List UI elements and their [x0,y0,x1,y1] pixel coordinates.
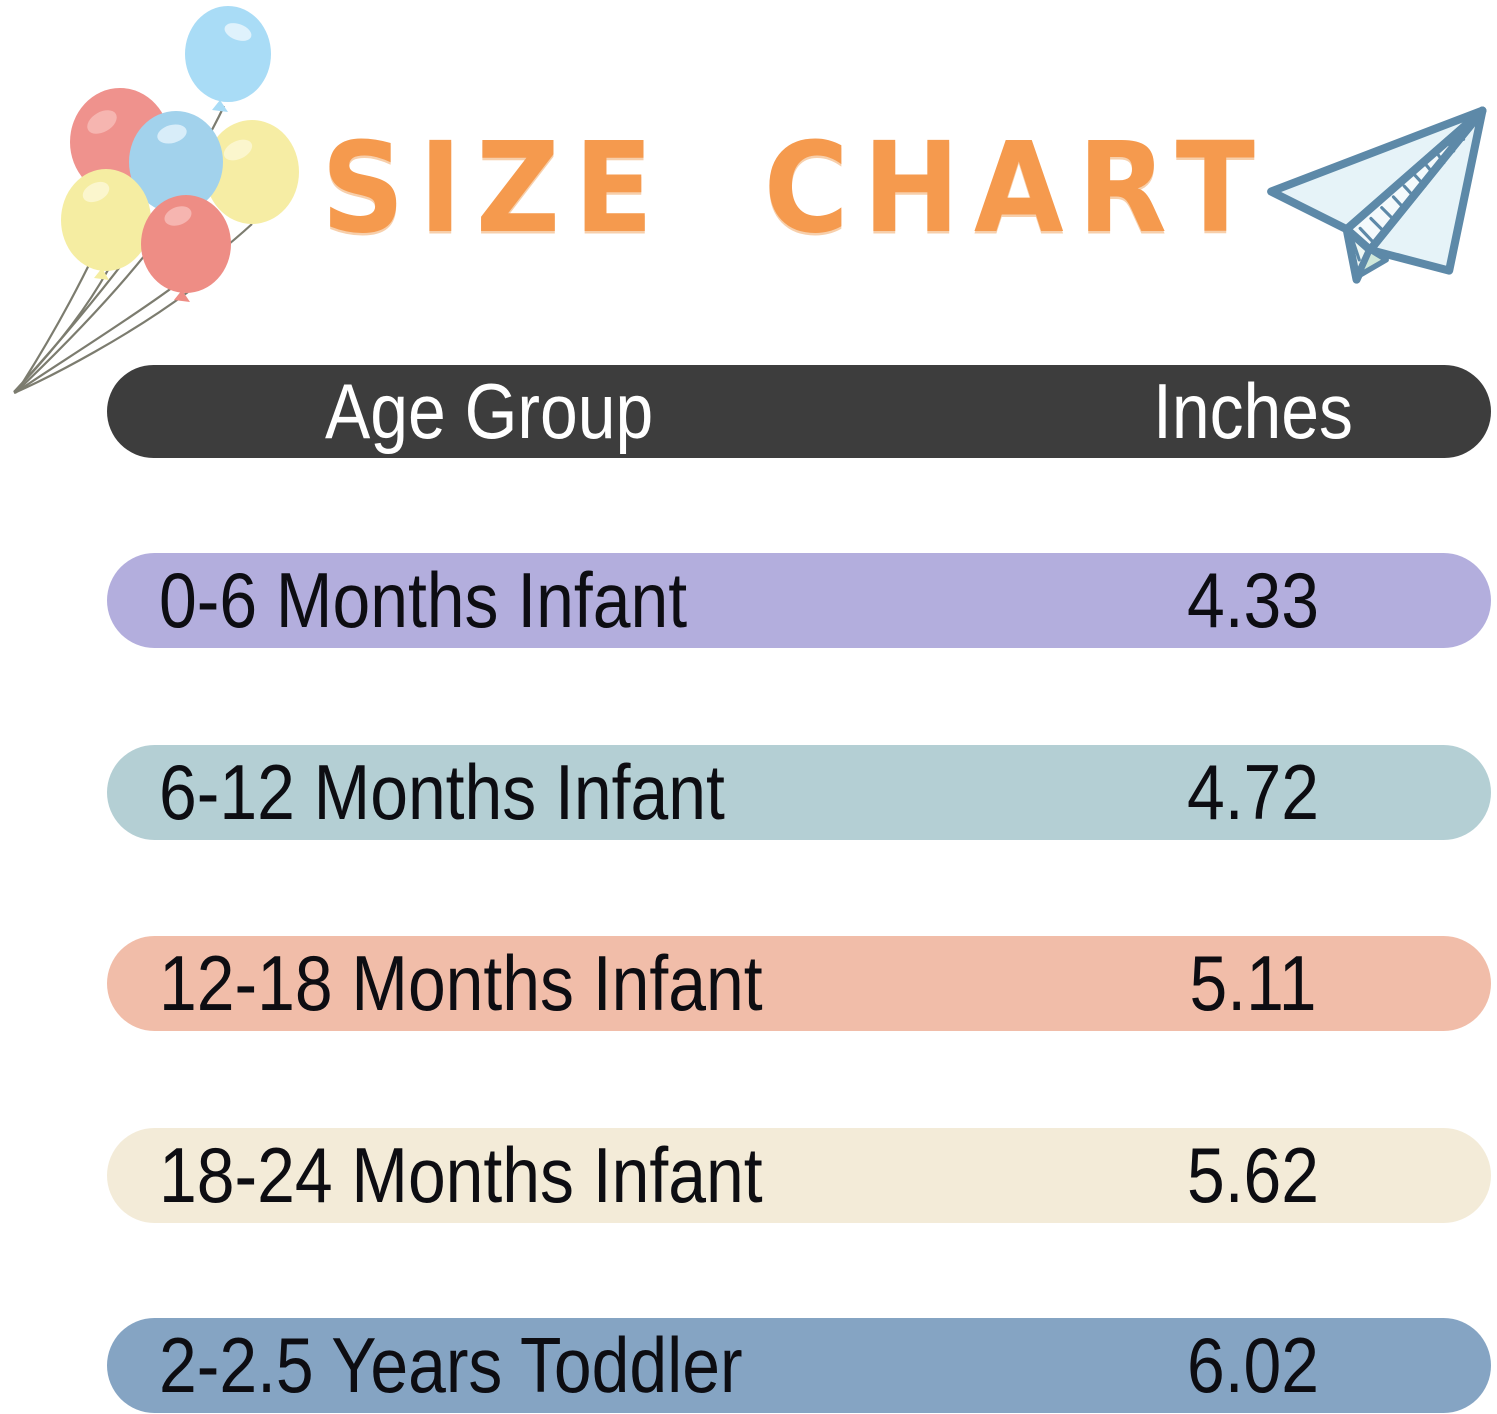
page-title: SIZE CHART [321,115,1269,261]
inches-cell: 4.72 [1186,748,1320,836]
balloons-illustration [13,6,299,395]
table-row: 6-12 Months Infant 4.72 [107,745,1491,840]
table-row: 0-6 Months Infant 4.33 [107,553,1491,648]
table-header-row: Age Group Inches [107,365,1491,458]
age-group-cell: 12-18 Months Infant [159,939,763,1027]
age-group-cell: 6-12 Months Infant [159,748,725,836]
age-group-cell: 0-6 Months Infant [159,556,688,644]
table-row: 2-2.5 Years Toddler 6.02 [107,1318,1491,1413]
table-row: 12-18 Months Infant 5.11 [107,936,1491,1031]
inches-cell: 5.11 [1189,939,1317,1027]
header-inches: Inches [1153,367,1353,455]
table-row: 18-24 Months Infant 5.62 [107,1128,1491,1223]
inches-cell: 4.33 [1186,556,1320,644]
age-group-cell: 2-2.5 Years Toddler [159,1321,743,1409]
inches-cell: 5.62 [1186,1131,1320,1219]
header-age-group: Age Group [325,367,654,455]
paper-airplane-icon [1267,106,1487,284]
inches-cell: 6.02 [1186,1321,1320,1409]
age-group-cell: 18-24 Months Infant [159,1131,763,1219]
